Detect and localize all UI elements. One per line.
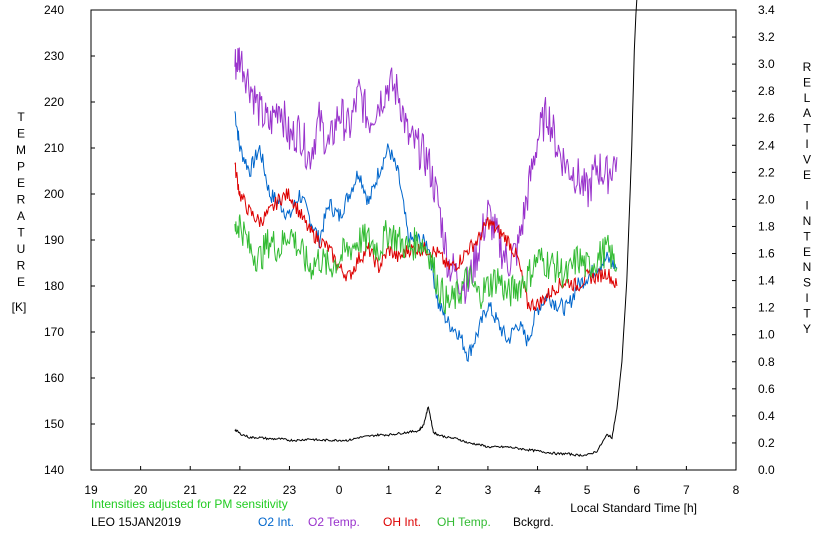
right-tick-label: 2.8	[758, 84, 775, 98]
x-tick-label: 19	[84, 483, 98, 497]
left-axis-label-letter: E	[17, 176, 25, 190]
right-tick-label: 1.8	[758, 219, 775, 233]
left-tick-label: 240	[44, 3, 64, 17]
left-axis-label-letter: E	[17, 127, 25, 141]
right-tick-label: 0.6	[758, 382, 775, 396]
x-tick-label: 3	[485, 483, 492, 497]
left-tick-label: 190	[44, 233, 64, 247]
right-axis-label-letter: L	[804, 91, 811, 105]
left-axis-label-letter: R	[17, 193, 26, 207]
right-tick-label: 2.2	[758, 165, 775, 179]
right-axis-label-letter: A	[803, 106, 811, 120]
x-tick-label: 21	[184, 483, 198, 497]
x-tick-label: 6	[633, 483, 640, 497]
left-axis-label-letter: T	[17, 110, 25, 124]
right-tick-label: 1.6	[758, 247, 775, 261]
left-axis-label-letter: U	[17, 242, 26, 256]
legend-entry: O2 Int.	[258, 515, 295, 529]
left-axis: 140 150 160 170 180 190 200 210 220 230 240	[44, 3, 95, 477]
left-axis-label-letter: A	[17, 209, 25, 223]
series-lines	[234, 0, 638, 458]
left-axis-label-letter: P	[17, 160, 25, 174]
right-tick-label: 0.2	[758, 436, 775, 450]
series-line	[234, 111, 617, 363]
right-tick-label: 1.0	[758, 328, 775, 342]
left-axis-label-letter: M	[16, 143, 26, 157]
right-tick-label: 2.4	[758, 138, 775, 152]
right-axis-label-letter: S	[803, 276, 811, 290]
x-tick-label: 20	[134, 483, 148, 497]
x-tick-label: 1	[385, 483, 392, 497]
left-tick-label: 210	[44, 141, 64, 155]
left-tick-label: 170	[44, 325, 64, 339]
right-tick-label: 0.4	[758, 409, 775, 423]
right-axis-label-letter: I	[805, 291, 808, 305]
right-axis: 0.0 0.2 0.4 0.6 0.8 1.0 1.2 1.4 1.6 1.8 2.0 2.2 2.4 2…	[732, 3, 775, 477]
right-tick-label: 3.0	[758, 57, 775, 71]
right-axis-label-letter: E	[803, 168, 811, 182]
right-axis-label-letter: T	[803, 122, 811, 136]
right-axis-label-letter: Y	[803, 322, 811, 336]
station-date: LEO 15JAN2019	[91, 515, 182, 529]
x-axis: 19 20 21 22 23 0 1 2 3 4 5 6 7 8	[84, 466, 740, 497]
legend-entry: Bckgrd.	[513, 515, 554, 529]
x-tick-label: 23	[283, 483, 297, 497]
x-tick-label: 22	[233, 483, 247, 497]
x-tick-label: 2	[435, 483, 442, 497]
right-tick-label: 1.4	[758, 274, 775, 288]
left-tick-label: 200	[44, 187, 64, 201]
legend-entry: OH Int.	[383, 515, 422, 529]
right-axis-label-letter: I	[805, 137, 808, 151]
right-tick-label: 2.0	[758, 192, 775, 206]
x-tick-label: 5	[584, 483, 591, 497]
right-tick-label: 1.2	[758, 301, 775, 315]
legend-entry: OH Temp.	[437, 515, 491, 529]
legend-entry: O2 Temp.	[308, 515, 360, 529]
left-tick-label: 180	[44, 279, 64, 293]
x-tick-label: 4	[534, 483, 541, 497]
right-axis-label-letter: N	[803, 260, 812, 274]
series-line	[234, 214, 618, 315]
right-tick-label: 0.0	[758, 463, 775, 477]
right-axis-label-letter: E	[803, 245, 811, 259]
left-tick-label: 160	[44, 371, 64, 385]
series-line	[234, 47, 618, 304]
left-axis-label-letter: E	[17, 275, 25, 289]
x-tick-label: 8	[733, 483, 740, 497]
right-axis-label-letter: R	[803, 60, 812, 74]
right-axis-label-letter: T	[803, 229, 811, 243]
right-axis-label-letter: E	[803, 75, 811, 89]
x-axis-label: Local Standard Time [h]	[570, 501, 697, 515]
left-axis-unit: [K]	[12, 300, 27, 314]
right-tick-label: 0.8	[758, 355, 775, 369]
left-axis-label-letter: T	[17, 226, 25, 240]
right-axis-label-letter: V	[803, 152, 811, 166]
right-axis-label-letter: N	[803, 214, 812, 228]
x-tick-label: 0	[336, 483, 343, 497]
right-tick-label: 3.4	[758, 3, 775, 17]
left-tick-label: 220	[44, 95, 64, 109]
left-tick-label: 230	[44, 49, 64, 63]
series-line	[234, 0, 638, 458]
left-tick-label: 140	[44, 463, 64, 477]
left-axis-label-letter: R	[17, 259, 26, 273]
right-tick-label: 3.2	[758, 30, 775, 44]
pm-sensitivity-note: Intensities adjusted for PM sensitivity	[91, 497, 288, 511]
right-tick-label: 2.6	[758, 111, 775, 125]
left-tick-label: 150	[44, 417, 64, 431]
right-axis-label-letter: T	[803, 306, 811, 320]
right-axis-label-letter: I	[805, 199, 808, 213]
x-tick-label: 7	[683, 483, 690, 497]
